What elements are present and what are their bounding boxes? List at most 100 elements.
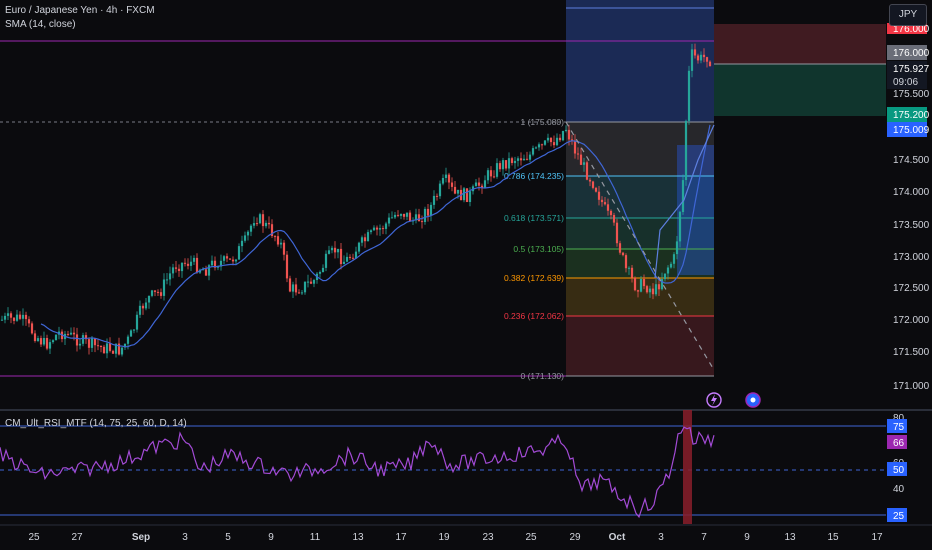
- candle-body: [465, 188, 469, 202]
- time-label: 19: [438, 532, 450, 543]
- sma-price-text: 175.009: [893, 125, 930, 136]
- price-badge-176000: [887, 45, 927, 60]
- candles-group: [0, 43, 712, 359]
- candle-body: [75, 334, 79, 346]
- lightning-icon[interactable]: [706, 392, 722, 408]
- candle-body: [255, 223, 259, 225]
- candle-body: [546, 137, 550, 141]
- candle-body: [93, 338, 97, 346]
- candle-body: [378, 228, 382, 230]
- price-badge-top-text: 176.000: [893, 24, 930, 35]
- candle-body: [363, 237, 367, 242]
- candle-body: [495, 163, 499, 177]
- candle-body: [393, 214, 397, 218]
- rsi-indicator-label[interactable]: CM_Ult_RSI_MTF (14, 75, 25, 60, D, 14): [5, 418, 187, 429]
- candle-body: [246, 231, 250, 236]
- currency-button[interactable]: JPY: [889, 4, 927, 26]
- projection-path: [654, 124, 715, 279]
- time-label: 17: [395, 532, 407, 543]
- candle-body: [399, 214, 403, 216]
- candle-body: [675, 241, 679, 255]
- time-label-month: Oct: [609, 532, 626, 543]
- fib-label-0382: 0.382 (172.639): [504, 273, 564, 283]
- candle-body: [666, 267, 670, 274]
- candle-body: [36, 338, 40, 341]
- candle-body: [594, 187, 598, 192]
- candle-body: [591, 181, 595, 188]
- sma-indicator-label[interactable]: SMA (14, close): [5, 19, 76, 30]
- price-tick-171000: 171.000: [893, 381, 930, 392]
- candle-body: [369, 230, 373, 233]
- rsi-badge-50-text: 50: [893, 465, 905, 476]
- candle-body: [231, 259, 235, 262]
- candle-body: [441, 178, 445, 184]
- candle-body: [534, 147, 538, 149]
- rsi-badge-66-text: 66: [893, 438, 905, 449]
- rsi-badge-75: [887, 419, 907, 433]
- time-label: 3: [658, 532, 664, 543]
- candle-body: [648, 288, 652, 293]
- candle-body: [300, 292, 304, 294]
- price-badge-top-red: [887, 23, 927, 34]
- price-tick-173500: 173.500: [893, 220, 930, 231]
- candle-body: [168, 273, 172, 280]
- candle-body: [297, 292, 301, 294]
- candle-body: [639, 279, 643, 292]
- sma-price-badge: [887, 122, 927, 137]
- sl-price-badge: [887, 107, 927, 122]
- fib-label-1: 1 (175.080): [521, 117, 565, 127]
- candle-body: [651, 288, 655, 295]
- time-label: 29: [569, 532, 581, 543]
- candle-body: [366, 232, 370, 242]
- candle-body: [501, 160, 505, 170]
- candle-body: [183, 262, 187, 264]
- candle-body: [228, 258, 232, 260]
- time-label: 17: [871, 532, 883, 543]
- event-icon[interactable]: [745, 392, 761, 408]
- candle-body: [537, 144, 541, 148]
- candle-body: [327, 250, 331, 254]
- candle-body: [588, 179, 592, 182]
- candle-body: [258, 214, 262, 224]
- fib-zone-1: [566, 122, 714, 176]
- candle-body: [225, 256, 229, 259]
- candle-body: [564, 129, 568, 131]
- candle-body: [324, 253, 328, 268]
- projection-dashed-arrow: [565, 121, 715, 371]
- candle-body: [612, 215, 616, 223]
- candle-body: [150, 290, 154, 296]
- rsi-badge-75-text: 75: [893, 422, 905, 433]
- candle-body: [678, 211, 682, 242]
- candle-body: [312, 280, 316, 284]
- candle-body: [672, 254, 676, 264]
- fib-label-0: 0 (171.130): [521, 371, 565, 381]
- candle-body: [381, 228, 385, 230]
- candle-body: [54, 334, 58, 341]
- fib-label-0618: 0.618 (173.571): [504, 213, 564, 223]
- fib-zone-05: [566, 249, 714, 278]
- candle-body: [213, 260, 217, 268]
- candle-body: [24, 314, 28, 320]
- candle-body: [159, 292, 163, 296]
- candle-body: [573, 140, 577, 154]
- candle-body: [657, 284, 661, 290]
- candle-body: [222, 256, 226, 261]
- candle-body: [84, 335, 88, 340]
- candle-body: [144, 302, 148, 309]
- candle-body: [516, 158, 520, 161]
- candle-body: [165, 279, 169, 281]
- candle-body: [453, 186, 457, 194]
- candle-body: [408, 212, 412, 222]
- position-tool[interactable]: [714, 24, 886, 116]
- candle-body: [444, 174, 448, 178]
- candle-body: [423, 208, 427, 222]
- candle-body: [600, 199, 604, 203]
- fib-lines: [566, 121, 714, 377]
- chart-title[interactable]: Euro / Japanese Yen · 4h · FXCM: [5, 5, 155, 16]
- price-badge-176000-text: 176.000: [893, 48, 930, 59]
- candle-body: [78, 343, 82, 346]
- rsi-badge-50: [887, 462, 907, 476]
- candle-body: [552, 142, 556, 146]
- candle-body: [177, 268, 181, 271]
